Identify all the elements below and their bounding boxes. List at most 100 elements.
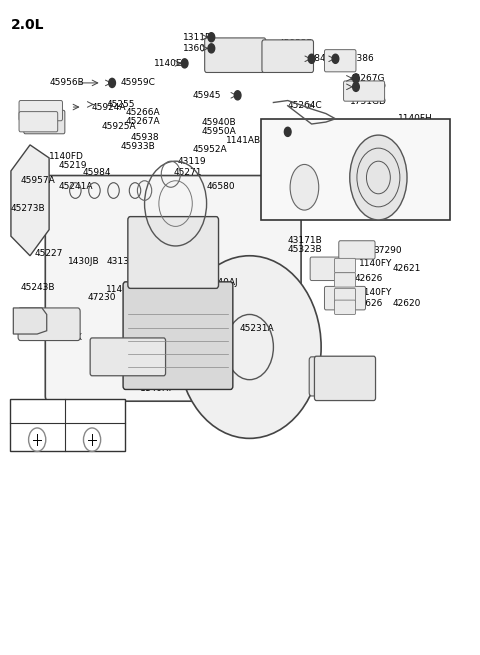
Text: 37290: 37290 (373, 246, 402, 255)
Text: 45940B: 45940B (202, 117, 237, 126)
Text: 1311FA: 1311FA (183, 33, 216, 42)
Text: 45516: 45516 (297, 148, 326, 157)
Text: 22121: 22121 (350, 159, 378, 168)
FancyBboxPatch shape (344, 81, 384, 101)
Text: 43253B: 43253B (283, 202, 318, 211)
Text: 1123LY: 1123LY (49, 325, 81, 334)
Text: 45322: 45322 (326, 148, 354, 157)
Circle shape (284, 127, 291, 136)
Text: 1123LV: 1123LV (336, 377, 369, 386)
Circle shape (308, 54, 315, 64)
Text: 2.0L: 2.0L (11, 18, 45, 31)
Text: 45219: 45219 (59, 160, 87, 170)
Text: 45933B: 45933B (120, 141, 156, 151)
Text: 42626: 42626 (355, 274, 383, 283)
Text: 45241A: 45241A (59, 182, 93, 191)
Text: 45262B: 45262B (364, 202, 398, 211)
Circle shape (181, 59, 188, 68)
Text: 45217: 45217 (168, 324, 197, 333)
Text: 43171B: 43171B (288, 236, 323, 244)
Text: 45253A: 45253A (21, 108, 55, 117)
Text: 1140KB: 1140KB (144, 302, 180, 311)
Circle shape (353, 83, 360, 92)
FancyBboxPatch shape (314, 356, 375, 401)
Text: 1601DA: 1601DA (388, 188, 424, 197)
Text: 45271: 45271 (173, 168, 202, 178)
Text: 47452: 47452 (164, 375, 192, 384)
FancyBboxPatch shape (128, 217, 218, 288)
Text: 45925A: 45925A (102, 122, 136, 131)
Text: 45323B: 45323B (288, 245, 323, 253)
Text: 1123LW: 1123LW (144, 316, 180, 325)
FancyBboxPatch shape (204, 38, 266, 73)
FancyBboxPatch shape (310, 257, 351, 280)
FancyBboxPatch shape (24, 110, 65, 134)
Text: 42620: 42620 (393, 299, 421, 308)
Polygon shape (11, 145, 49, 255)
Text: 45984: 45984 (83, 168, 111, 178)
Text: 1430JB: 1430JB (68, 257, 100, 266)
Text: 1140FH: 1140FH (397, 114, 432, 123)
Text: 45932B: 45932B (278, 39, 313, 48)
Text: 45264C: 45264C (288, 102, 323, 110)
Text: 45516: 45516 (288, 170, 316, 179)
Text: 1751GD: 1751GD (350, 83, 386, 91)
Text: 45231A: 45231A (240, 324, 275, 333)
Ellipse shape (178, 255, 321, 438)
Circle shape (208, 33, 215, 42)
Text: 1601DF: 1601DF (388, 179, 423, 189)
FancyBboxPatch shape (123, 282, 233, 390)
Bar (262, 119, 450, 220)
FancyBboxPatch shape (335, 288, 356, 303)
FancyBboxPatch shape (335, 258, 356, 272)
Text: 45215C: 45215C (111, 345, 146, 354)
FancyBboxPatch shape (335, 300, 356, 314)
Text: 45216: 45216 (316, 367, 345, 377)
FancyBboxPatch shape (262, 40, 313, 73)
Text: 91384: 91384 (297, 54, 326, 64)
FancyBboxPatch shape (18, 308, 80, 341)
FancyBboxPatch shape (19, 111, 58, 132)
Text: 1140HF: 1140HF (140, 384, 175, 392)
Text: 45956B: 45956B (49, 79, 84, 87)
Text: 1140EJ: 1140EJ (144, 293, 176, 303)
FancyBboxPatch shape (324, 286, 365, 310)
Text: 45938: 45938 (130, 132, 159, 141)
Text: 43113: 43113 (164, 367, 192, 377)
Text: 46580: 46580 (206, 182, 235, 191)
Text: 45957A: 45957A (21, 176, 55, 185)
Text: 45320D: 45320D (307, 127, 342, 136)
Text: 1751GD: 1751GD (350, 97, 386, 105)
Text: 45266A: 45266A (125, 108, 160, 117)
Bar (10, 400, 124, 451)
Polygon shape (13, 308, 47, 334)
Text: 43135: 43135 (107, 257, 135, 266)
Text: 1140FY: 1140FY (360, 288, 393, 297)
Circle shape (208, 44, 215, 53)
Text: 45391: 45391 (288, 181, 316, 190)
FancyBboxPatch shape (335, 272, 356, 287)
Text: 45260J: 45260J (393, 148, 424, 157)
Text: 45222: 45222 (21, 316, 49, 325)
Text: 45283B: 45283B (192, 287, 227, 296)
Text: 1140AJ: 1140AJ (206, 278, 238, 287)
Text: 1140EB: 1140EB (71, 407, 108, 415)
FancyBboxPatch shape (45, 176, 301, 402)
Circle shape (353, 74, 360, 83)
FancyBboxPatch shape (339, 241, 375, 259)
FancyBboxPatch shape (90, 338, 166, 376)
Text: 45273B: 45273B (11, 204, 46, 214)
Text: 1123LX: 1123LX (49, 333, 83, 343)
Text: 45391: 45391 (288, 193, 316, 202)
FancyBboxPatch shape (19, 100, 62, 121)
Text: 91386: 91386 (345, 54, 374, 64)
Text: 1140FD: 1140FD (49, 152, 84, 161)
Circle shape (109, 79, 116, 88)
Text: 45959C: 45959C (120, 79, 156, 87)
Text: 1140HG: 1140HG (107, 284, 143, 293)
Text: 42626: 42626 (355, 299, 383, 308)
Text: 1140GG: 1140GG (15, 407, 55, 415)
Text: 45267A: 45267A (125, 117, 160, 126)
Text: 45227: 45227 (35, 249, 63, 257)
Circle shape (234, 91, 241, 100)
